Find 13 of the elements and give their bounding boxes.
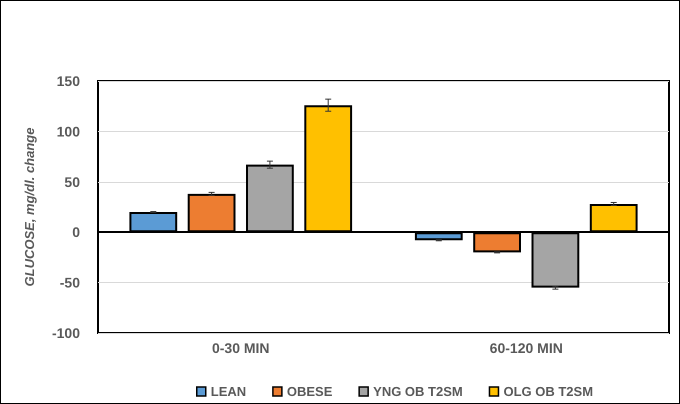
x-tick-label: 60-120 MIN xyxy=(490,340,563,356)
x-tick-label: 0-30 MIN xyxy=(212,340,270,356)
y-axis-title: GLUCOSE, mg/dl. change xyxy=(22,128,37,286)
y-tick-label: 100 xyxy=(56,123,80,140)
legend-label: OLG OB T2SM xyxy=(503,384,594,399)
y-tick-label: 150 xyxy=(56,73,80,89)
y-tick-label: 50 xyxy=(64,174,80,190)
legend-label: YNG OB T2SM xyxy=(373,384,463,399)
legend-label: OBESE xyxy=(286,384,333,399)
y-tick-label: 0 xyxy=(72,224,80,240)
legend-label: LEAN xyxy=(210,384,246,399)
y-tick-label: -100 xyxy=(52,325,80,341)
y-tick-label: -50 xyxy=(60,274,80,291)
